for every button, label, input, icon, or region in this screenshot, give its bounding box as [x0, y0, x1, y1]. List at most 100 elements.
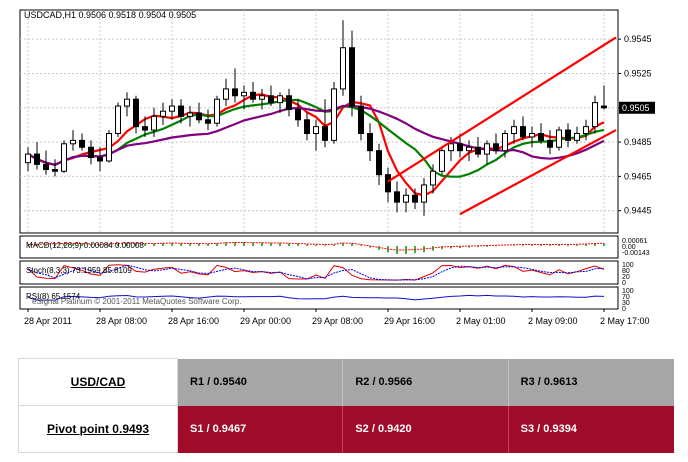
x-tick-label: 29 Apr 08:00 — [312, 316, 363, 326]
x-tick-label: 28 Apr 08:00 — [96, 316, 147, 326]
r3-cell: R3 / 0.9613 — [508, 358, 674, 406]
candle-body — [376, 150, 382, 176]
macd-pane-frame — [19, 235, 619, 259]
copyright-watermark: eSignal Platinum © 2001-2011 MetaQuotes … — [32, 297, 241, 306]
candle-body — [412, 194, 418, 203]
stoch-scale-label: 20 — [622, 274, 630, 281]
pivot-cell: Pivot point 0.9493 — [18, 405, 178, 453]
candle-body — [43, 163, 49, 171]
candle-body — [295, 108, 301, 121]
candle-body — [169, 105, 175, 112]
candle-body — [439, 150, 445, 172]
candle-body — [160, 110, 166, 117]
x-tick-label: 2 May 09:00 — [528, 316, 578, 326]
candle-body — [448, 143, 454, 152]
candle-body — [313, 126, 319, 135]
candle-body — [115, 105, 121, 135]
stoch-scale-label: 100 — [622, 262, 634, 269]
rsi-scale-label: 100 — [622, 288, 634, 295]
y-tick-label: 0.9525 — [624, 68, 652, 78]
candle-body — [25, 153, 31, 164]
candle-body — [358, 105, 364, 135]
candle-body — [61, 143, 67, 172]
macd-signal-line — [27, 242, 605, 251]
macd-label: MACD(12,26,9) 0.00084 0.00008 — [26, 241, 144, 250]
candle-body — [493, 143, 499, 152]
candle-body — [286, 95, 292, 110]
candle-body — [97, 157, 103, 162]
candle-body — [214, 98, 220, 124]
candle-body — [583, 126, 589, 135]
candle-body — [340, 47, 346, 90]
s3-cell: S3 / 0.9394 — [508, 405, 674, 453]
rsi-scale-label: 0 — [622, 306, 626, 313]
candle-body — [529, 133, 535, 138]
y-tick-label: 0.9465 — [624, 171, 652, 181]
chart-canvas: USDCAD,H1 0.9506 0.9518 0.9504 0.9505 MA… — [19, 9, 655, 326]
candle-body — [124, 98, 130, 107]
x-tick-label: 28 Apr 2011 — [24, 316, 72, 326]
candle-body — [394, 191, 400, 203]
candle-body — [511, 126, 517, 135]
candle-body — [250, 91, 256, 100]
s2-cell: S2 / 0.9420 — [342, 405, 509, 453]
macd-scale-label: -0.00143 — [622, 250, 650, 257]
candle-body — [52, 169, 58, 172]
candle-body — [196, 112, 202, 121]
pair-cell: USD/CAD — [18, 358, 178, 406]
rsi-line — [27, 294, 605, 301]
x-tick-label: 2 May 17:00 — [600, 316, 650, 326]
x-tick-label: 28 Apr 16:00 — [168, 316, 219, 326]
support-row: Pivot point 0.9493 S1 / 0.9467 S2 / 0.94… — [18, 405, 674, 453]
candle-body — [520, 126, 526, 138]
macd-scale-label: 0.00 — [622, 244, 636, 251]
candle-body — [268, 95, 274, 104]
candle-body — [205, 119, 211, 124]
r2-cell: R2 / 0.9566 — [342, 358, 509, 406]
current-price-marker — [619, 101, 655, 114]
candle-body — [367, 133, 373, 152]
candle-body — [241, 91, 247, 97]
candle-body — [574, 133, 580, 141]
current-price-label: 0.9505 — [622, 103, 650, 113]
candle-body — [304, 119, 310, 135]
candle-body — [484, 143, 490, 155]
candle-body — [232, 88, 238, 97]
macd-scale-label: 0.00061 — [622, 238, 647, 245]
candle-body — [385, 174, 391, 193]
candle-body — [331, 88, 337, 141]
candle-body — [88, 146, 94, 159]
candle-body — [142, 126, 148, 131]
candle-body — [34, 153, 40, 165]
candle-body — [502, 133, 508, 152]
candle-body — [457, 143, 463, 152]
candle-body — [79, 139, 85, 148]
pivot-table: USD/CAD R1 / 0.9540 R2 / 0.9566 R3 / 0.9… — [18, 358, 674, 453]
candle-body — [223, 88, 229, 100]
candle-body — [421, 184, 427, 203]
resistance-row: USD/CAD R1 / 0.9540 R2 / 0.9566 R3 / 0.9… — [18, 358, 674, 406]
candle-body — [349, 47, 355, 107]
rsi-pane-frame — [19, 286, 619, 310]
candle-body — [601, 105, 607, 109]
candle-body — [538, 133, 544, 141]
channel-trendline — [387, 36, 617, 183]
x-tick-label: 29 Apr 16:00 — [384, 316, 435, 326]
candle-body — [178, 105, 184, 117]
stoch-scale-label: 0 — [622, 280, 626, 287]
candle-body — [322, 126, 328, 141]
pair-label: USD/CAD — [70, 375, 126, 389]
candle-body — [259, 95, 265, 100]
stoch-scale-label: 80 — [622, 268, 630, 275]
y-tick-label: 0.9445 — [624, 206, 652, 216]
pivot-label: Pivot point 0.9493 — [46, 422, 150, 436]
rsi-scale-label: 70 — [622, 294, 630, 301]
r1-cell: R1 / 0.9540 — [177, 358, 344, 406]
stoch-main-line — [27, 264, 605, 281]
price-chart: USDCAD,H1 0.9506 0.9518 0.9504 0.9505 MA… — [19, 9, 655, 326]
y-tick-label: 0.9485 — [624, 137, 652, 147]
candle-body — [466, 146, 472, 152]
x-tick-label: 29 Apr 00:00 — [240, 316, 291, 326]
candle-body — [556, 129, 562, 148]
s1-cell: S1 / 0.9467 — [177, 405, 344, 453]
